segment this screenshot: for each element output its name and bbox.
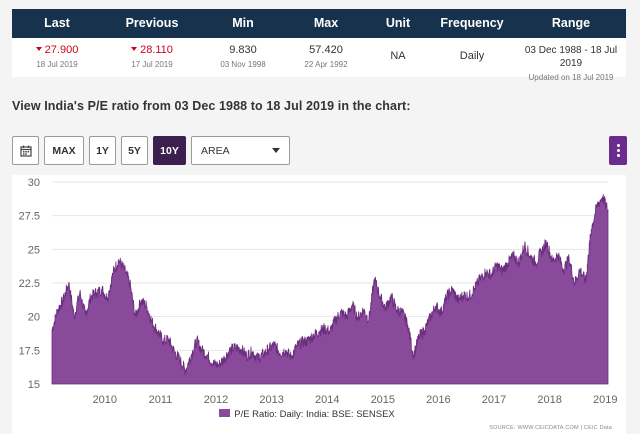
stats-value-row: 27.900 18 Jul 2019 28.110 17 Jul 2019 9.… <box>12 38 626 82</box>
max-cell: 57.420 22 Apr 1992 <box>284 38 368 77</box>
unit-cell: NA <box>368 38 428 77</box>
chart-legend[interactable]: P/E Ratio: Daily: India: BSE: SENSEX <box>0 409 614 420</box>
header-max: Max <box>313 16 339 30</box>
chart-type-select[interactable]: AREA <box>191 136 290 165</box>
indicator-stats-table: Last Previous Min Max Unit Frequency Ran… <box>12 9 626 82</box>
down-arrow-icon <box>35 47 42 52</box>
x-tick-label: 2014 <box>315 394 339 406</box>
last-date: 18 Jul 2019 <box>36 60 78 69</box>
unit-value: NA <box>390 50 406 62</box>
header-min: Min <box>232 16 254 30</box>
chart-menu-button[interactable] <box>609 136 627 165</box>
y-tick-label: 20 <box>28 312 40 324</box>
previous-value: 28.110 <box>140 44 173 56</box>
max-date: 22 Apr 1992 <box>304 60 348 69</box>
x-tick-label: 2015 <box>371 394 395 406</box>
x-tick-label: 2019 <box>593 394 617 406</box>
x-tick-label: 2013 <box>259 394 283 406</box>
x-tick-label: 2010 <box>93 394 117 406</box>
x-tick-label: 2017 <box>482 394 506 406</box>
pe-ratio-area-series[interactable] <box>51 194 609 385</box>
previous-date: 17 Jul 2019 <box>131 60 173 69</box>
header-unit: Unit <box>385 16 411 30</box>
header-range: Range <box>551 16 591 30</box>
calendar-icon <box>19 145 32 157</box>
y-tick-label: 30 <box>28 177 40 189</box>
stats-header-row: Last Previous Min Max Unit Frequency Ran… <box>12 9 626 38</box>
frequency-value: Daily <box>459 50 485 62</box>
range-10y-button[interactable]: 10Y <box>153 136 186 165</box>
last-value: 27.900 <box>44 44 79 56</box>
previous-cell: 28.110 17 Jul 2019 <box>102 38 202 77</box>
range-cell: 03 Dec 1988 - 18 Jul 2019 Updated on 18 … <box>516 38 626 82</box>
y-tick-label: 22.5 <box>19 278 40 290</box>
chart-heading: View India's P/E ratio from 03 Dec 1988 … <box>12 99 411 113</box>
header-frequency: Frequency <box>440 16 504 30</box>
y-tick-label: 27.5 <box>19 211 40 223</box>
y-tick-label: 15 <box>28 379 40 391</box>
chart-toolbar: MAX 1Y 5Y 10Y AREA <box>12 136 290 165</box>
chart-panel: 15 17.5 20 22.5 25 27.5 30 2010 2011 2012 2013 201… <box>12 175 626 434</box>
min-value: 9.830 <box>229 44 257 56</box>
pe-ratio-area-chart: 15 17.5 20 22.5 25 27.5 30 2010 2011 2012 2013 201… <box>19 177 618 406</box>
y-tick-label: 17.5 <box>19 345 40 357</box>
range-1y-button[interactable]: 1Y <box>89 136 116 165</box>
range-max-button[interactable]: MAX <box>44 136 84 165</box>
calendar-button[interactable] <box>12 136 39 165</box>
legend-label: P/E Ratio: Daily: India: BSE: SENSEX <box>234 409 395 420</box>
header-previous: Previous <box>125 16 179 30</box>
min-date: 03 Nov 1998 <box>220 60 266 69</box>
down-arrow-icon <box>131 47 138 52</box>
x-tick-label: 2016 <box>426 394 450 406</box>
legend-swatch <box>219 409 231 418</box>
source-credit: SOURCE: WWW.CEICDATA.COM | CEIC Data <box>489 425 612 431</box>
frequency-cell: Daily <box>428 38 516 77</box>
x-tick-label: 2012 <box>204 394 228 406</box>
header-last: Last <box>44 16 70 30</box>
y-tick-label: 25 <box>28 244 40 256</box>
max-value: 57.420 <box>309 44 343 56</box>
x-tick-label: 2018 <box>537 394 561 406</box>
last-cell: 27.900 18 Jul 2019 <box>12 38 102 77</box>
x-tick-label: 2011 <box>149 394 173 406</box>
chevron-down-icon <box>272 148 280 153</box>
kebab-menu-icon <box>616 144 620 147</box>
range-updated: Updated on 18 Jul 2019 <box>528 73 614 82</box>
range-5y-button[interactable]: 5Y <box>121 136 148 165</box>
range-value: 03 Dec 1988 - 18 Jul 2019 <box>524 45 618 69</box>
min-cell: 9.830 03 Nov 1998 <box>202 38 284 77</box>
chart-type-value: AREA <box>201 144 230 157</box>
